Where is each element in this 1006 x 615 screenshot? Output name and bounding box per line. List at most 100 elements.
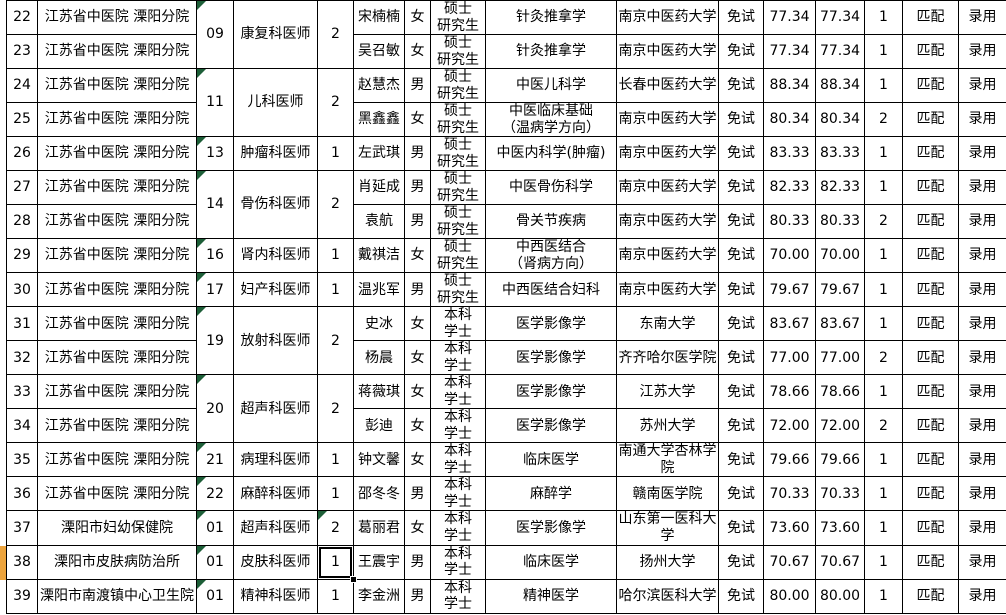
position-code-cell[interactable]: 22	[196, 476, 234, 512]
match-status-cell[interactable]: 匹配	[902, 442, 959, 478]
university-cell[interactable]: 江苏大学	[616, 374, 719, 410]
exam-type-cell[interactable]: 免试	[718, 578, 764, 614]
total-score-cell[interactable]: 80.33	[815, 204, 865, 240]
position-code-cell[interactable]: 09	[196, 0, 234, 70]
result-cell[interactable]: 录用	[958, 0, 1006, 36]
position-code-cell[interactable]: 11	[196, 68, 234, 138]
written-score-cell[interactable]: 83.67	[763, 306, 816, 342]
row-number-cell[interactable]: 31	[6, 306, 38, 342]
position-count-cell[interactable]: 1	[317, 578, 354, 614]
row-number-cell[interactable]: 26	[6, 136, 38, 172]
exam-type-cell[interactable]: 免试	[718, 34, 764, 70]
result-cell[interactable]: 录用	[958, 170, 1006, 206]
hospital-cell[interactable]: 江苏省中医院 溧阳分院	[37, 476, 197, 512]
result-cell[interactable]: 录用	[958, 204, 1006, 240]
exam-type-cell[interactable]: 免试	[718, 408, 764, 444]
candidate-name-cell[interactable]: 宋楠楠	[353, 0, 405, 36]
result-cell[interactable]: 录用	[958, 34, 1006, 70]
position-code-cell[interactable]: 01	[196, 510, 234, 546]
total-score-cell[interactable]: 88.34	[815, 68, 865, 104]
written-score-cell[interactable]: 79.66	[763, 442, 816, 478]
hospital-cell[interactable]: 江苏省中医院 溧阳分院	[37, 34, 197, 70]
position-code-cell[interactable]: 16	[196, 238, 234, 274]
position-code-cell[interactable]: 13	[196, 136, 234, 172]
position-count-cell[interactable]: 2	[317, 170, 354, 240]
position-count-cell[interactable]: 2	[317, 68, 354, 138]
university-cell[interactable]: 山东第一医科大学	[616, 510, 719, 546]
written-score-cell[interactable]: 70.00	[763, 238, 816, 274]
candidate-name-cell[interactable]: 邵冬冬	[353, 476, 405, 512]
exam-type-cell[interactable]: 免试	[718, 136, 764, 172]
result-cell[interactable]: 录用	[958, 306, 1006, 342]
education-cell[interactable]: 硕士 研究生	[430, 272, 486, 308]
university-cell[interactable]: 南京中医药大学	[616, 34, 719, 70]
major-cell[interactable]: 医学影像学	[485, 374, 617, 410]
university-cell[interactable]: 扬州大学	[616, 544, 719, 580]
hospital-cell[interactable]: 江苏省中医院 溧阳分院	[37, 340, 197, 376]
total-score-cell[interactable]: 77.34	[815, 0, 865, 36]
total-score-cell[interactable]: 78.66	[815, 374, 865, 410]
written-score-cell[interactable]: 77.34	[763, 34, 816, 70]
gender-cell[interactable]: 男	[404, 578, 431, 614]
major-cell[interactable]: 中西医结合 （肾病方向）	[485, 238, 617, 274]
position-count-cell[interactable]: 2	[317, 374, 354, 444]
hospital-cell[interactable]: 溧阳市南渡镇中心卫生院	[37, 578, 197, 614]
education-cell[interactable]: 硕士 研究生	[430, 68, 486, 104]
university-cell[interactable]: 南京中医药大学	[616, 204, 719, 240]
gender-cell[interactable]: 男	[404, 170, 431, 206]
result-cell[interactable]: 录用	[958, 136, 1006, 172]
hospital-cell[interactable]: 江苏省中医院 溧阳分院	[37, 442, 197, 478]
match-status-cell[interactable]: 匹配	[902, 544, 959, 580]
result-cell[interactable]: 录用	[958, 102, 1006, 138]
exam-type-cell[interactable]: 免试	[718, 340, 764, 376]
rank-cell[interactable]: 2	[864, 102, 903, 138]
row-number-cell[interactable]: 25	[6, 102, 38, 138]
university-cell[interactable]: 南京中医药大学	[616, 238, 719, 274]
gender-cell[interactable]: 男	[404, 476, 431, 512]
position-code-cell[interactable]: 14	[196, 170, 234, 240]
written-score-cell[interactable]: 80.33	[763, 204, 816, 240]
row-number-cell[interactable]: 37	[6, 510, 38, 546]
position-title-cell[interactable]: 皮肤科医师	[233, 544, 318, 580]
major-cell[interactable]: 中医儿科学	[485, 68, 617, 104]
row-number-cell[interactable]: 38	[6, 544, 38, 580]
row-number-cell[interactable]: 24	[6, 68, 38, 104]
row-number-cell[interactable]: 35	[6, 442, 38, 478]
major-cell[interactable]: 中医骨伤科学	[485, 170, 617, 206]
candidate-name-cell[interactable]: 葛丽君	[353, 510, 405, 546]
row-number-cell[interactable]: 32	[6, 340, 38, 376]
education-cell[interactable]: 硕士 研究生	[430, 34, 486, 70]
gender-cell[interactable]: 女	[404, 238, 431, 274]
candidate-name-cell[interactable]: 戴祺洁	[353, 238, 405, 274]
education-cell[interactable]: 硕士 研究生	[430, 136, 486, 172]
major-cell[interactable]: 精神医学	[485, 578, 617, 614]
hospital-cell[interactable]: 江苏省中医院 溧阳分院	[37, 272, 197, 308]
exam-type-cell[interactable]: 免试	[718, 476, 764, 512]
candidate-name-cell[interactable]: 左武琪	[353, 136, 405, 172]
match-status-cell[interactable]: 匹配	[902, 306, 959, 342]
total-score-cell[interactable]: 70.00	[815, 238, 865, 274]
total-score-cell[interactable]: 70.33	[815, 476, 865, 512]
position-code-cell[interactable]: 20	[196, 374, 234, 444]
university-cell[interactable]: 南京中医药大学	[616, 0, 719, 36]
rank-cell[interactable]: 1	[864, 68, 903, 104]
row-number-cell[interactable]: 30	[6, 272, 38, 308]
education-cell[interactable]: 硕士 研究生	[430, 102, 486, 138]
exam-type-cell[interactable]: 免试	[718, 442, 764, 478]
education-cell[interactable]: 硕士 研究生	[430, 0, 486, 36]
position-title-cell[interactable]: 超声科医师	[233, 374, 318, 444]
written-score-cell[interactable]: 72.00	[763, 408, 816, 444]
education-cell[interactable]: 硕士 研究生	[430, 170, 486, 206]
match-status-cell[interactable]: 匹配	[902, 272, 959, 308]
education-cell[interactable]: 本科 学士	[430, 544, 486, 580]
row-number-cell[interactable]: 39	[6, 578, 38, 614]
position-code-cell[interactable]: 01	[196, 578, 234, 614]
exam-type-cell[interactable]: 免试	[718, 510, 764, 546]
row-number-cell[interactable]: 29	[6, 238, 38, 274]
gender-cell[interactable]: 女	[404, 102, 431, 138]
hospital-cell[interactable]: 溧阳市妇幼保健院	[37, 510, 197, 546]
rank-cell[interactable]: 1	[864, 136, 903, 172]
written-score-cell[interactable]: 82.33	[763, 170, 816, 206]
gender-cell[interactable]: 女	[404, 408, 431, 444]
rank-cell[interactable]: 1	[864, 374, 903, 410]
